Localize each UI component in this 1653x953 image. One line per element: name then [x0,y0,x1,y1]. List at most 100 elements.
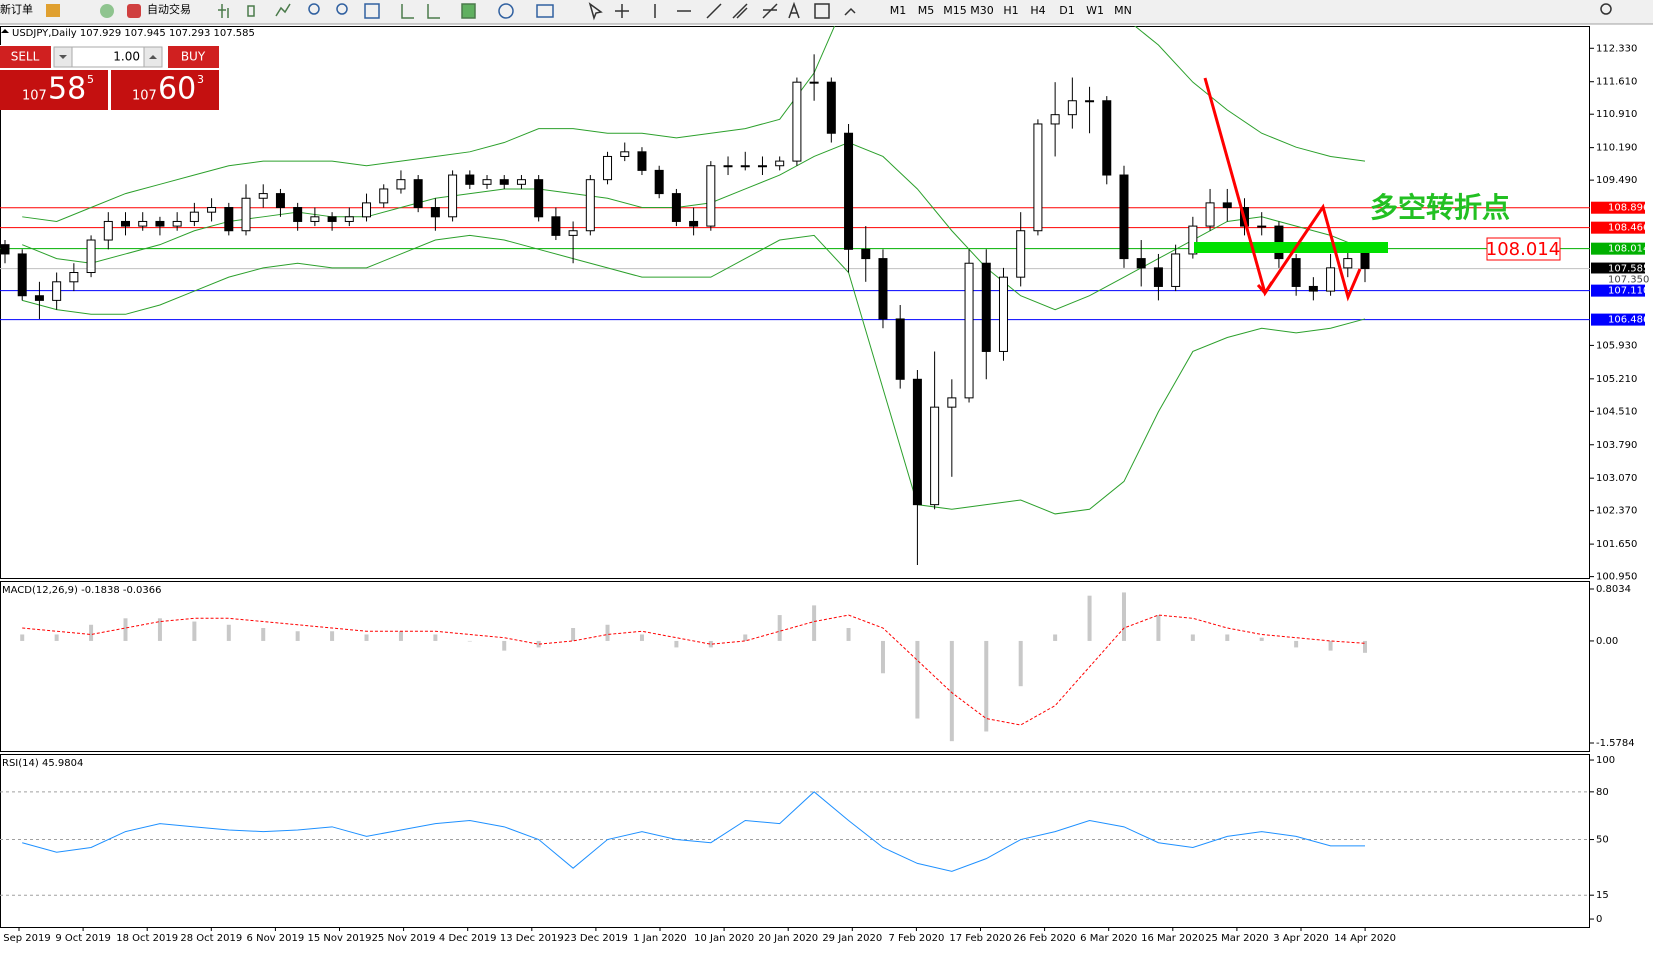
macd-bar [1294,640,1299,648]
icon[interactable] [364,3,380,19]
timeframe[interactable]: M1 [890,4,907,17]
icon[interactable] [336,3,348,15]
candle-body [379,188,389,204]
timeframe[interactable]: D1 [1059,4,1074,17]
icon[interactable] [401,4,414,19]
candle-body [1153,267,1163,287]
trade-panel: SELL 1.00 BUY 107 58 5 107 60 3 [0,45,219,110]
macd-bar [1087,595,1092,641]
macd-bar [1190,634,1195,641]
icon[interactable] [844,7,856,16]
bid-prefix: 107 [22,89,47,104]
level-label: 107.110 [1608,286,1649,297]
chart-header: USDJPY,Daily 107.929 107.945 107.293 107… [12,28,255,39]
macd-bar [949,640,954,742]
candle-body [1291,258,1301,287]
timeframe[interactable]: M30 [970,4,994,17]
macd-bar [398,631,403,641]
timeframe[interactable]: H1 [1003,4,1018,17]
macd-bar [605,624,610,641]
candle-body [52,281,62,301]
y-tick-label: 103.070 [1596,473,1637,484]
y-tick-label: 109.490 [1596,175,1637,186]
macd-bar [915,640,920,719]
candle-body [723,165,733,168]
icon[interactable] [461,3,476,19]
y-tick-label: 103.790 [1596,440,1637,451]
sell-button[interactable] [0,46,51,68]
icon[interactable] [814,3,830,19]
icon[interactable] [588,2,603,21]
timeframe[interactable]: W1 [1086,4,1104,17]
collapse-icon[interactable] [1,29,9,33]
level-label: 107.585 [1608,264,1649,275]
macd-bar [467,640,472,642]
candle-body [258,193,268,199]
icon[interactable] [218,4,229,18]
icon[interactable] [788,1,800,19]
x-tick-label: 13 Dec 2019 [500,933,564,944]
rsi-plot [0,791,1590,896]
candle-body [1085,100,1095,103]
new-order[interactable]: 新订单 [0,2,33,16]
icon[interactable] [100,4,114,18]
main-pane [0,26,1590,579]
icon[interactable] [46,4,60,17]
candle-body [482,179,492,185]
timeframe[interactable]: H4 [1030,4,1045,17]
y-tick-label: 15 [1596,890,1609,901]
candle-body [172,220,182,227]
sell-label[interactable]: SELL [11,50,40,64]
y-tick-label: 100.950 [1596,572,1637,583]
macd-bar [157,618,162,641]
buy-button[interactable] [168,46,219,68]
candle-body [241,197,251,232]
macd-bar [89,624,94,641]
icon[interactable] [536,4,554,18]
timeframe[interactable]: MN [1114,4,1132,17]
timeframe[interactable]: M15 [943,4,967,17]
candle-body [654,169,664,195]
macd-bar [330,631,335,641]
candle-body [1222,202,1232,209]
auto-trade[interactable]: 自动交易 [147,2,191,16]
y-tick-label: 104.510 [1596,406,1637,417]
x-tick-label: 25 Mar 2020 [1205,933,1268,944]
macd-bar [571,628,576,641]
macd-bar [1363,640,1367,653]
candle-body [861,248,871,260]
icon[interactable] [247,5,255,17]
bid-sup: 5 [87,73,94,86]
macd-bar [812,605,817,641]
buy-label[interactable]: BUY [181,50,206,64]
icon[interactable] [615,4,629,18]
icon[interactable] [427,4,440,19]
candle-body [103,220,113,241]
candle-body [155,220,165,227]
x-tick-label: 18 Oct 2019 [116,933,178,944]
lots[interactable]: 1.00 [113,50,140,64]
x-tick-label: 20 Jan 2020 [758,933,818,944]
macd-bar [1328,640,1333,651]
level-label: 108.014 [1608,244,1649,255]
y-tick-label: 112.330 [1596,43,1637,54]
search-icon[interactable] [1600,3,1612,15]
candle-body [1326,267,1336,292]
y-tick-label: 111.610 [1596,77,1637,88]
macd-bar [192,621,197,641]
icon[interactable] [275,3,291,17]
icon[interactable] [308,3,320,15]
timeframe[interactable]: M5 [918,4,935,17]
bid-box[interactable] [0,70,108,110]
x-tick-label: 10 Jan 2020 [694,933,754,944]
icon[interactable] [762,3,778,19]
y-tick-label: -1.5784 [1596,738,1635,749]
ask-box[interactable] [111,70,219,110]
icon[interactable] [732,3,748,19]
candle-body [551,216,561,236]
auto-trade-icon[interactable] [127,4,141,18]
icon[interactable] [706,3,722,19]
macd-plot [20,592,1367,742]
icon[interactable] [498,3,514,19]
